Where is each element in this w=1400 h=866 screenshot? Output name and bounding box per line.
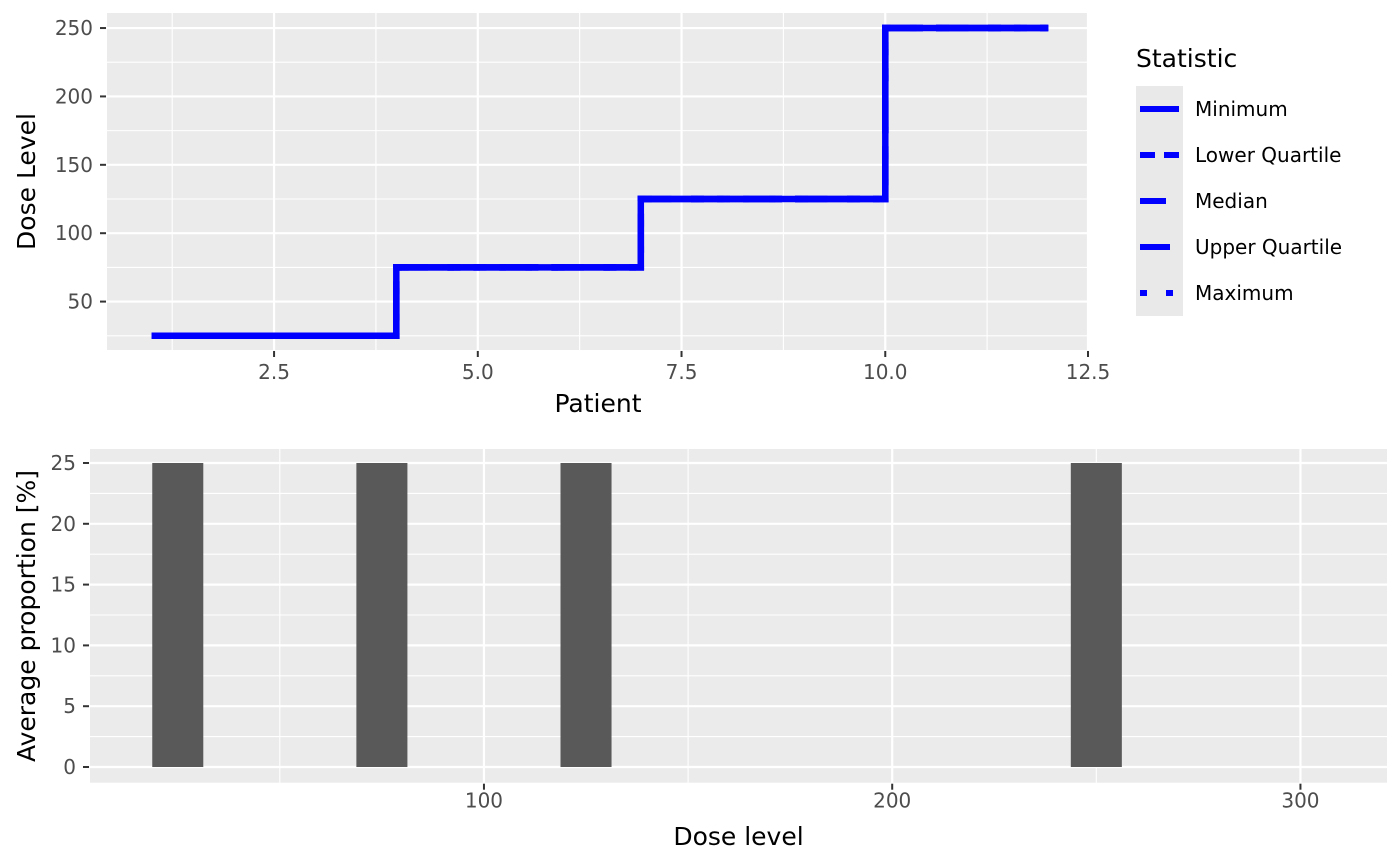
bottom-chart-x-axis-title: Dose level <box>673 822 804 851</box>
legend-item-upper-quartile: Upper Quartile <box>1136 224 1342 270</box>
bars <box>152 462 1122 768</box>
legend-item-label: Minimum <box>1195 97 1288 121</box>
y-tick-label: 250 <box>55 16 93 40</box>
dashed-line-key-icon <box>1136 132 1183 178</box>
solid-line-key-icon <box>1136 86 1183 132</box>
y-tick-label: 50 <box>68 290 93 314</box>
long-dash-line-key-icon <box>1136 178 1183 224</box>
legend-item-maximum: Maximum <box>1136 270 1342 316</box>
tick-labels: 2.5 5.0 7.5 10.0 12.5 50 100 150 200 250 <box>55 16 1110 384</box>
bar-dose-250 <box>1070 462 1122 768</box>
legend-item-label: Maximum <box>1195 281 1294 305</box>
y-tick-label: 0 <box>63 755 76 779</box>
legend-item-minimum: Minimum <box>1136 86 1342 132</box>
tick-labels: 100 200 300 0 5 10 15 20 25 <box>51 451 1320 813</box>
x-tick-label: 7.5 <box>666 360 698 384</box>
y-tick-label: 200 <box>55 84 93 108</box>
y-tick-label: 15 <box>51 573 76 597</box>
x-tick-label: 200 <box>873 789 911 813</box>
legend: Statistic Minimum Lower Quartile Median <box>1136 44 1342 316</box>
x-tick-label: 2.5 <box>258 360 290 384</box>
step-chart-canvas: 2.5 5.0 7.5 10.0 12.5 50 100 150 200 250 <box>55 13 1110 384</box>
y-tick-label: 10 <box>51 633 76 657</box>
x-tick-label: 10.0 <box>863 360 908 384</box>
x-tick-label: 300 <box>1281 789 1319 813</box>
minor-gridlines <box>107 13 1089 350</box>
panel-background <box>107 13 1089 350</box>
y-tick-label: 20 <box>51 512 76 536</box>
dotted-line-key-icon <box>1136 270 1183 316</box>
top-chart-x-axis-title: Patient <box>554 389 642 418</box>
long-dash-line-key-icon <box>1136 224 1183 270</box>
x-tick-label: 12.5 <box>1066 360 1111 384</box>
y-tick-label: 100 <box>55 221 93 245</box>
legend-items: Minimum Lower Quartile Median Upper Quar… <box>1136 86 1342 316</box>
bottom-chart-y-axis-title: Average proportion [%] <box>12 469 41 763</box>
major-gridlines <box>90 449 1387 783</box>
panel-background <box>90 449 1387 783</box>
legend-item-label: Lower Quartile <box>1195 143 1342 167</box>
tick-marks <box>100 27 1089 357</box>
legend-item-lower-quartile: Lower Quartile <box>1136 132 1342 178</box>
legend-title: Statistic <box>1136 44 1238 73</box>
y-tick-label: 25 <box>51 451 76 475</box>
x-tick-label: 5.0 <box>462 360 494 384</box>
legend-item-label: Upper Quartile <box>1195 235 1343 259</box>
tick-marks <box>83 461 1302 790</box>
bar-dose-75 <box>356 462 408 768</box>
bar-chart-canvas: 100 200 300 0 5 10 15 20 25 <box>51 449 1387 813</box>
x-tick-label: 100 <box>465 789 503 813</box>
bar-dose-25 <box>152 462 204 768</box>
legend-item-label: Median <box>1195 189 1268 213</box>
step-line-median <box>151 24 1049 340</box>
top-chart-y-axis-title: Dose Level <box>12 113 41 250</box>
legend-item-median: Median <box>1136 178 1342 224</box>
bar-dose-125 <box>560 462 612 768</box>
y-tick-label: 5 <box>63 694 76 718</box>
y-tick-label: 150 <box>55 153 93 177</box>
